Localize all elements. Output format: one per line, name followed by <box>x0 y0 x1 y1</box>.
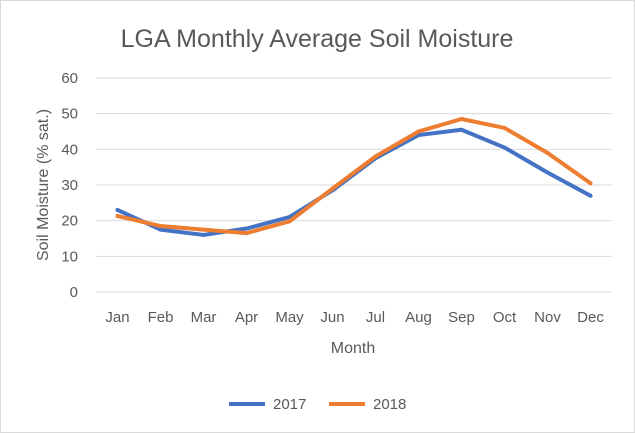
data-point-2018-Apr <box>244 231 249 236</box>
data-point-2018-Feb <box>158 224 163 229</box>
data-point-2018-Aug <box>416 129 421 134</box>
x-tick-label: Aug <box>405 309 432 326</box>
x-axis-ticks: Jan Feb Mar Apr May Jun Jul Aug Sep Oct Nov Dec <box>105 309 604 326</box>
data-point-2017-Mar <box>201 232 206 237</box>
series-line-2018 <box>115 117 593 236</box>
data-point-2018-Dec <box>588 181 593 186</box>
chart-title: LGA Monthly Average Soil Moisture <box>121 25 514 53</box>
gridlines <box>96 77 612 293</box>
y-tick-label: 10 <box>61 248 78 265</box>
x-tick-label: Nov <box>534 309 561 326</box>
data-point-2018-May <box>287 219 292 224</box>
legend-label-2017: 2017 <box>273 396 306 413</box>
data-point-2017-Jan <box>115 207 120 212</box>
y-tick-label: 50 <box>61 106 78 123</box>
data-point-2017-Dec <box>588 193 593 198</box>
legend-label-2018: 2018 <box>373 396 406 413</box>
data-point-2017-Feb <box>158 227 163 232</box>
x-axis-title: Month <box>331 340 375 357</box>
data-point-2017-Apr <box>244 226 249 231</box>
data-point-2018-Sep <box>459 117 464 122</box>
data-point-2018-Mar <box>201 227 206 232</box>
series-line-2017 <box>115 127 593 237</box>
y-tick-label: 20 <box>61 213 78 230</box>
x-tick-label: Mar <box>191 309 217 326</box>
data-point-2018-Nov <box>545 150 550 155</box>
y-tick-label: 60 <box>61 70 78 87</box>
y-tick-label: 30 <box>61 177 78 194</box>
y-axis-title: Soil Moisture (% sat.) <box>35 109 52 261</box>
x-tick-label: May <box>275 309 304 326</box>
data-point-2018-Jul <box>373 154 378 159</box>
x-tick-label: Jul <box>366 309 385 326</box>
data-point-2018-Jun <box>330 186 335 191</box>
data-point-2017-Nov <box>545 170 550 175</box>
y-tick-label: 0 <box>70 284 78 301</box>
data-point-2017-Sep <box>459 127 464 132</box>
x-tick-label: Jan <box>105 309 129 326</box>
x-tick-label: Dec <box>577 309 604 326</box>
series-lines <box>115 117 593 237</box>
data-point-2018-Oct <box>502 125 507 130</box>
data-point-2017-May <box>287 215 292 220</box>
x-tick-label: Apr <box>235 309 258 326</box>
x-tick-label: Oct <box>493 309 517 326</box>
x-tick-label: Feb <box>148 309 174 326</box>
y-axis-ticks: 0 10 20 30 40 50 60 <box>61 70 78 301</box>
data-point-2018-Jan <box>115 214 120 219</box>
y-tick-label: 40 <box>61 141 78 158</box>
legend: 2017 2018 <box>229 396 406 413</box>
x-tick-label: Jun <box>320 309 344 326</box>
data-point-2017-Oct <box>502 145 507 150</box>
x-tick-label: Sep <box>448 309 475 326</box>
